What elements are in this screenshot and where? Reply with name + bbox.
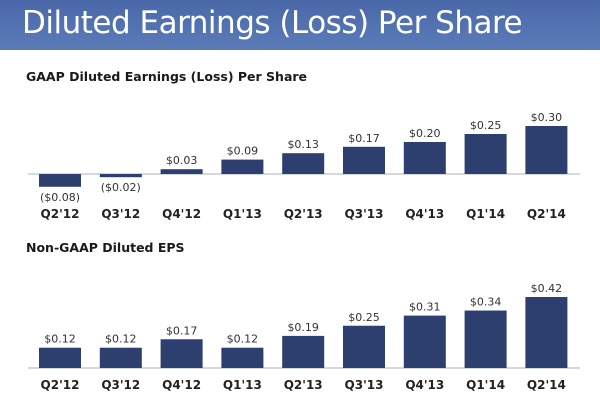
nongaap-data-label: $0.12 [44, 333, 76, 346]
nongaap-category-label: Q4'13 [405, 378, 444, 392]
nongaap-category-label: Q1'13 [223, 378, 262, 392]
gaap-category-label: Q2'14 [527, 207, 566, 221]
nongaap-data-label: $0.12 [227, 333, 259, 346]
nongaap-category-label: Q2'12 [41, 378, 80, 392]
gaap-data-label: $0.25 [470, 119, 502, 132]
gaap-bar [464, 134, 507, 174]
nongaap-bar [221, 347, 264, 368]
gaap-data-label: $0.13 [287, 138, 319, 151]
nongaap-category-label: Q3'12 [101, 378, 140, 392]
gaap-bar [39, 174, 81, 187]
nongaap-data-label: $0.34 [470, 296, 502, 309]
slide-header: Diluted Earnings (Loss) Per Share [0, 0, 600, 50]
slide-title: Diluted Earnings (Loss) Per Share [22, 5, 523, 41]
nongaap-bar [525, 297, 568, 368]
nongaap-data-label: $0.25 [348, 311, 380, 324]
gaap-bar [160, 169, 203, 174]
nongaap-bar [403, 315, 446, 368]
nongaap-category-label: Q2'13 [284, 378, 323, 392]
gaap-data-label: $0.20 [409, 127, 441, 140]
gaap-chart-title: GAAP Diluted Earnings (Loss) Per Share [26, 69, 308, 84]
gaap-category-label: Q4'13 [405, 207, 444, 221]
gaap-category-label: Q2'12 [41, 207, 80, 221]
gaap-data-label: $0.30 [531, 111, 563, 124]
nongaap-data-label: $0.12 [105, 333, 137, 346]
nongaap-category-label: Q1'14 [466, 378, 505, 392]
gaap-bar [282, 153, 325, 174]
gaap-bar [343, 146, 385, 174]
nongaap-data-label: $0.19 [287, 321, 319, 334]
gaap-data-label: $0.09 [227, 145, 259, 158]
gaap-bar [221, 159, 264, 174]
nongaap-data-label: $0.31 [409, 301, 441, 314]
nongaap-category-label: Q3'13 [345, 378, 384, 392]
nongaap-bar [343, 325, 385, 368]
gaap-data-label: $0.17 [348, 132, 380, 145]
gaap-category-label: Q1'13 [223, 207, 262, 221]
nongaap-bar [160, 339, 203, 368]
gaap-data-label: ($0.02) [101, 181, 141, 194]
nongaap-category-label: Q4'12 [162, 378, 201, 392]
gaap-category-label: Q3'13 [345, 207, 384, 221]
gaap-category-label: Q3'12 [101, 207, 140, 221]
non-gaap-chart-title: Non-GAAP Diluted EPS [26, 240, 185, 255]
gaap-bar [525, 126, 568, 174]
nongaap-bar [282, 335, 325, 368]
gaap-category-label: Q1'14 [466, 207, 505, 221]
gaap-data-label: ($0.08) [40, 191, 80, 204]
gaap-bar [99, 174, 142, 178]
nongaap-bar [39, 347, 81, 368]
nongaap-bar [464, 310, 507, 368]
gaap-category-label: Q4'12 [162, 207, 201, 221]
gaap-bar [403, 142, 446, 174]
nongaap-bar [99, 347, 142, 368]
nongaap-data-label: $0.17 [166, 324, 198, 337]
gaap-category-label: Q2'13 [284, 207, 323, 221]
gaap-data-label: $0.03 [166, 154, 198, 167]
nongaap-category-label: Q2'14 [527, 378, 566, 392]
nongaap-data-label: $0.42 [531, 282, 563, 295]
